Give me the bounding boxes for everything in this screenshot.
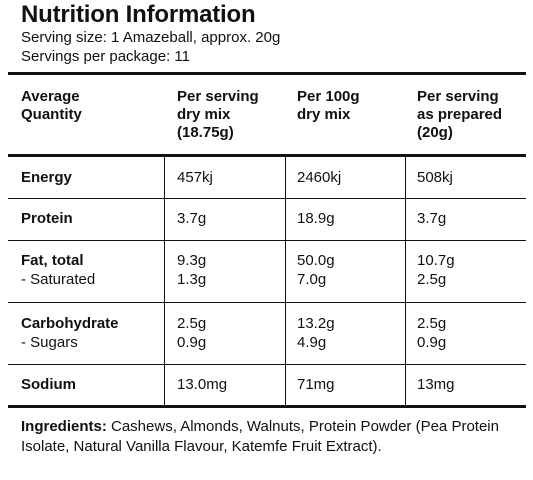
value-carbohydrate-per-100g: 13.2g 4.9g: [297, 315, 335, 351]
header-per-100g: Per 100g dry mix: [297, 88, 360, 123]
table-row-label-energy: Energy: [21, 169, 72, 186]
value-sodium-per-100g: 71mg: [297, 376, 335, 393]
value-sodium-per-serving-dry: 13.0mg: [177, 376, 228, 393]
value-carbohydrate-per-serving-dry: 2.5g 0.9g: [177, 315, 207, 351]
row-divider: [8, 302, 526, 303]
table-top-rule: [8, 72, 526, 75]
value-protein-per-100g: 18.9g: [297, 210, 335, 227]
value-fat-per-serving-dry: 9.3g 1.3g: [177, 252, 207, 288]
row-divider: [8, 198, 526, 199]
header-per-serving-prepared: Per serving as prepared (20g): [417, 88, 503, 141]
serving-size: Serving size: 1 Amazeball, approx. 20g: [21, 29, 281, 46]
value-energy-per-100g: 2460kj: [297, 169, 342, 186]
column-divider: [164, 157, 165, 405]
value-energy-per-serving-dry: 457kj: [177, 169, 213, 186]
ingredients-text: Cashews, Almonds, Walnuts, Protein Powde…: [21, 418, 499, 455]
value-energy-per-serving-prepared: 508kj: [417, 169, 453, 186]
table-row-label-sodium: Sodium: [21, 376, 76, 393]
value-fat-per-100g: 50.0g 7.0g: [297, 252, 335, 288]
value-carbohydrate-per-serving-prepared: 2.5g 0.9g: [417, 315, 447, 351]
column-divider: [285, 157, 286, 405]
table-row-label-protein: Protein: [21, 210, 73, 227]
ingredients-label: Ingredients:: [21, 418, 107, 435]
header-per-serving-dry: Per serving dry mix (18.75g): [177, 88, 259, 141]
table-row-label-carbohydrate: Carbohydrate - Sugars: [21, 315, 119, 351]
table-header-rule: [8, 154, 526, 157]
header-average-quantity: Average Quantity: [21, 88, 82, 123]
sub-label-saturated: - Saturated: [21, 271, 96, 288]
table-bottom-rule: [8, 405, 526, 408]
page-title: Nutrition Information: [21, 1, 256, 28]
value-protein-per-serving-dry: 3.7g: [177, 210, 207, 227]
value-fat-per-serving-prepared: 10.7g 2.5g: [417, 252, 455, 288]
column-divider: [405, 157, 406, 405]
sub-label-sugars: - Sugars: [21, 334, 78, 351]
servings-per-package: Servings per package: 11: [21, 48, 190, 65]
row-divider: [8, 364, 526, 365]
row-divider: [8, 240, 526, 241]
table-row-label-fat: Fat, total - Saturated: [21, 252, 96, 288]
ingredients-block: Ingredients: Cashews, Almonds, Walnuts, …: [21, 417, 501, 457]
value-protein-per-serving-prepared: 3.7g: [417, 210, 447, 227]
value-sodium-per-serving-prepared: 13mg: [417, 376, 455, 393]
